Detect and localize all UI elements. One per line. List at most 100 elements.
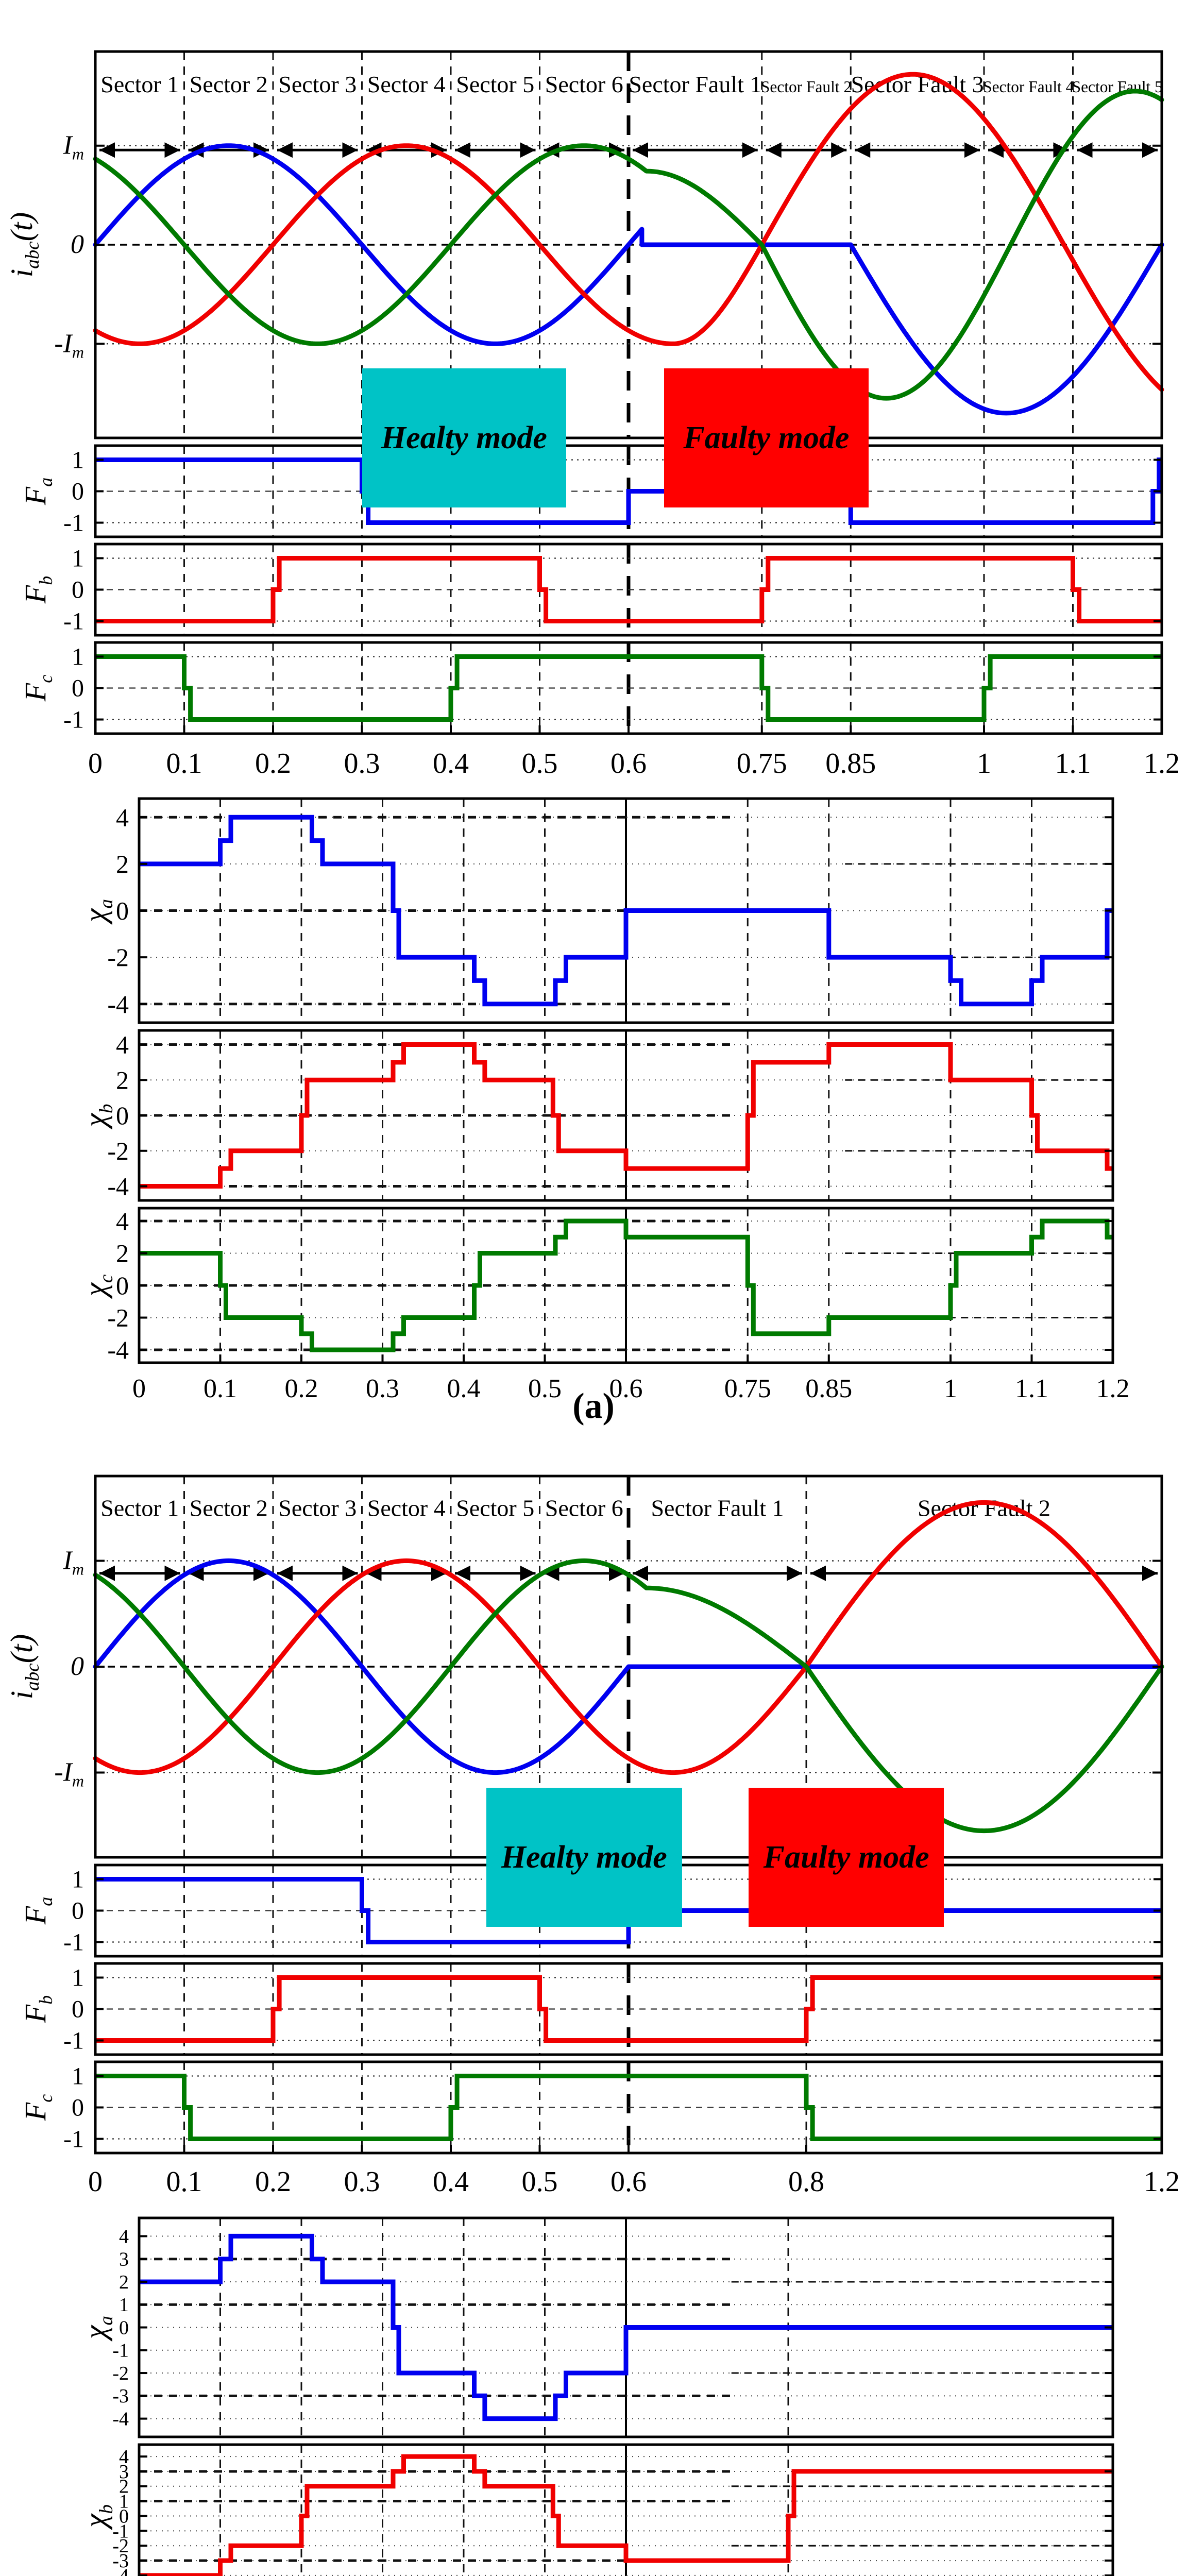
sector-label: Sector 2 [190, 1495, 268, 1521]
f-ylabel-c: Fc [19, 675, 56, 702]
sector-label: Sector Fault 1 [629, 71, 761, 97]
faulty-mode-label: Faulty mode [664, 368, 869, 507]
arrow-head-left [544, 142, 559, 158]
f-ytick-label: -1 [63, 2027, 84, 2055]
sector-label: Sector 1 [100, 71, 179, 97]
chi-ytick-label: 2 [119, 2476, 129, 2498]
time-axis-labels: 0 0.1 0.2 0.3 0.4 0.5 0.6 0.8 1.2 [88, 2166, 1180, 2198]
bottom-tick-label: 0.6 [609, 1374, 643, 1403]
chi-ytick-label: 3 [119, 2249, 129, 2270]
arrow-head-left [188, 1565, 204, 1581]
current-wave-phase-a [93, 1558, 1164, 1775]
currents-ytick-label: 0 [71, 230, 84, 259]
chi-ytick-label: 0 [119, 2505, 129, 2527]
chi-ytick-label: 4 [116, 803, 129, 832]
chi-ytick-label: 2 [116, 1065, 129, 1094]
chi-ytick-label: 0 [116, 896, 129, 925]
arrow-head-right [342, 1565, 358, 1581]
bottom-axis-labels: 0 0.1 0.2 0.3 0.4 0.5 0.6 0.75 0.85 1 1.1 1.2 [132, 1374, 1130, 1403]
chi-ytick-label: 4 [119, 2226, 129, 2247]
chi-ylabel-a: χa [78, 899, 117, 925]
chi-wave-b [139, 1042, 1113, 1189]
panel-a: Sector 1 Sector 2 Sector 3 Sector 4 Sector 5… [5, 50, 1180, 1426]
sector-label: Sector 5 [456, 71, 534, 97]
chi-ytick-label: 3 [119, 2461, 129, 2483]
sector-label: Sector 6 [545, 1495, 623, 1521]
chi-wave-b [139, 2454, 1113, 2576]
chi-ytick-label: 1 [119, 2491, 129, 2513]
arrow-head-right [431, 1565, 447, 1581]
f-ytick-label: 0 [72, 1996, 84, 2023]
f-wave-c [95, 654, 1162, 722]
panel-svg: Sector 1 Sector 2 Sector 3 Sector 4 Sector 5… [5, 50, 1180, 1403]
time-tick-label: 0.4 [433, 748, 469, 779]
time-tick-label: 0.75 [737, 748, 787, 779]
f-ytick-label: -1 [63, 608, 84, 635]
arrow-head-left [455, 142, 470, 158]
panel-a-caption: (a) [572, 1386, 615, 1426]
f-ytick-label: -1 [63, 2126, 84, 2153]
sector-label: Sector 4 [367, 71, 446, 97]
time-tick-label: 0.3 [344, 2166, 380, 2198]
arrow-head-left [366, 142, 382, 158]
chi-wave-c [139, 1218, 1113, 1352]
arrow-head-left [277, 1565, 293, 1581]
arrow-head-right [253, 1565, 269, 1581]
f-plot-c: 1 0 -1 Fc [19, 2060, 1163, 2155]
arrow-head-left [99, 1565, 115, 1581]
time-tick-label: 0.1 [166, 2166, 202, 2198]
chi-ytick-label: -2 [107, 1137, 129, 1165]
currents-ytick-label: Im [63, 1546, 84, 1578]
chi-ytick-label: -1 [112, 2520, 129, 2542]
f-wave-b [95, 1975, 1162, 2043]
chi-ytick-label: 4 [119, 2446, 129, 2468]
chi-ylabel-a: χa [78, 2316, 117, 2342]
chi-plot-a: 4 2 0 -2 -4 χa [78, 797, 1114, 1024]
f-ylabel-a: Fa [19, 1897, 56, 1925]
chi-ytick-label: 4 [116, 1030, 129, 1059]
bottom-tick-label: 0.1 [204, 1374, 237, 1403]
chi-ylabel-b: χb [78, 2504, 117, 2530]
arrow-head-left [633, 1565, 648, 1581]
arrow-head-left [366, 1565, 382, 1581]
f-ylabel-a: Fa [19, 478, 56, 505]
sector-label: Sector 4 [367, 1495, 446, 1521]
currents-ytick-label: -Im [54, 329, 84, 361]
arrow-head-right [520, 1565, 536, 1581]
arrow-head-left [277, 142, 293, 158]
sector-label: Sector 1 [100, 1495, 179, 1521]
time-tick-label: 0.6 [611, 748, 647, 779]
f-ytick-label: 0 [72, 478, 84, 505]
sector-label: Sector 2 [190, 71, 268, 97]
time-tick-label: 0.6 [611, 2166, 647, 2198]
chi-plot-b: 4 2 0 -2 -4 χb [78, 1029, 1114, 1202]
f-ytick-label: 0 [72, 1897, 84, 1925]
f-wave-c [95, 2074, 1162, 2141]
arrow-head-left [988, 142, 1004, 158]
time-tick-label: 0.5 [522, 2166, 558, 2198]
f-plot-b: 1 0 -1 Fb [19, 543, 1163, 637]
current-wave-phase-b [93, 1500, 1164, 1775]
time-tick-label: 1.2 [1144, 748, 1180, 779]
arrow-head-right [609, 142, 624, 158]
bottom-tick-label: 0.85 [805, 1374, 852, 1403]
chi-ytick-label: 1 [119, 2294, 129, 2316]
f-plot-a: 1 0 -1 Fa [19, 444, 1163, 538]
time-tick-label: 0.8 [788, 2166, 824, 2198]
chi-ytick-label: 4 [116, 1207, 129, 1235]
chi-ytick-label: 0 [116, 1101, 129, 1130]
chi-wave-a [139, 2233, 1113, 2421]
f-wave-b [95, 556, 1162, 623]
bottom-tick-label: 0.4 [447, 1374, 481, 1403]
time-tick-label: 0.85 [825, 748, 876, 779]
bottom-tick-label: 1.2 [1096, 1374, 1130, 1403]
currents-plot: Sector 1 Sector 2 Sector 3 Sector 4 Sector 5… [5, 1475, 1164, 1859]
bottom-tick-label: 0.75 [724, 1374, 771, 1403]
sector-label: Sector 3 [278, 71, 357, 97]
f-ytick-label: 1 [72, 1964, 84, 1991]
chi-ytick-label: 2 [116, 1239, 129, 1268]
bottom-tick-label: 0 [132, 1374, 146, 1403]
